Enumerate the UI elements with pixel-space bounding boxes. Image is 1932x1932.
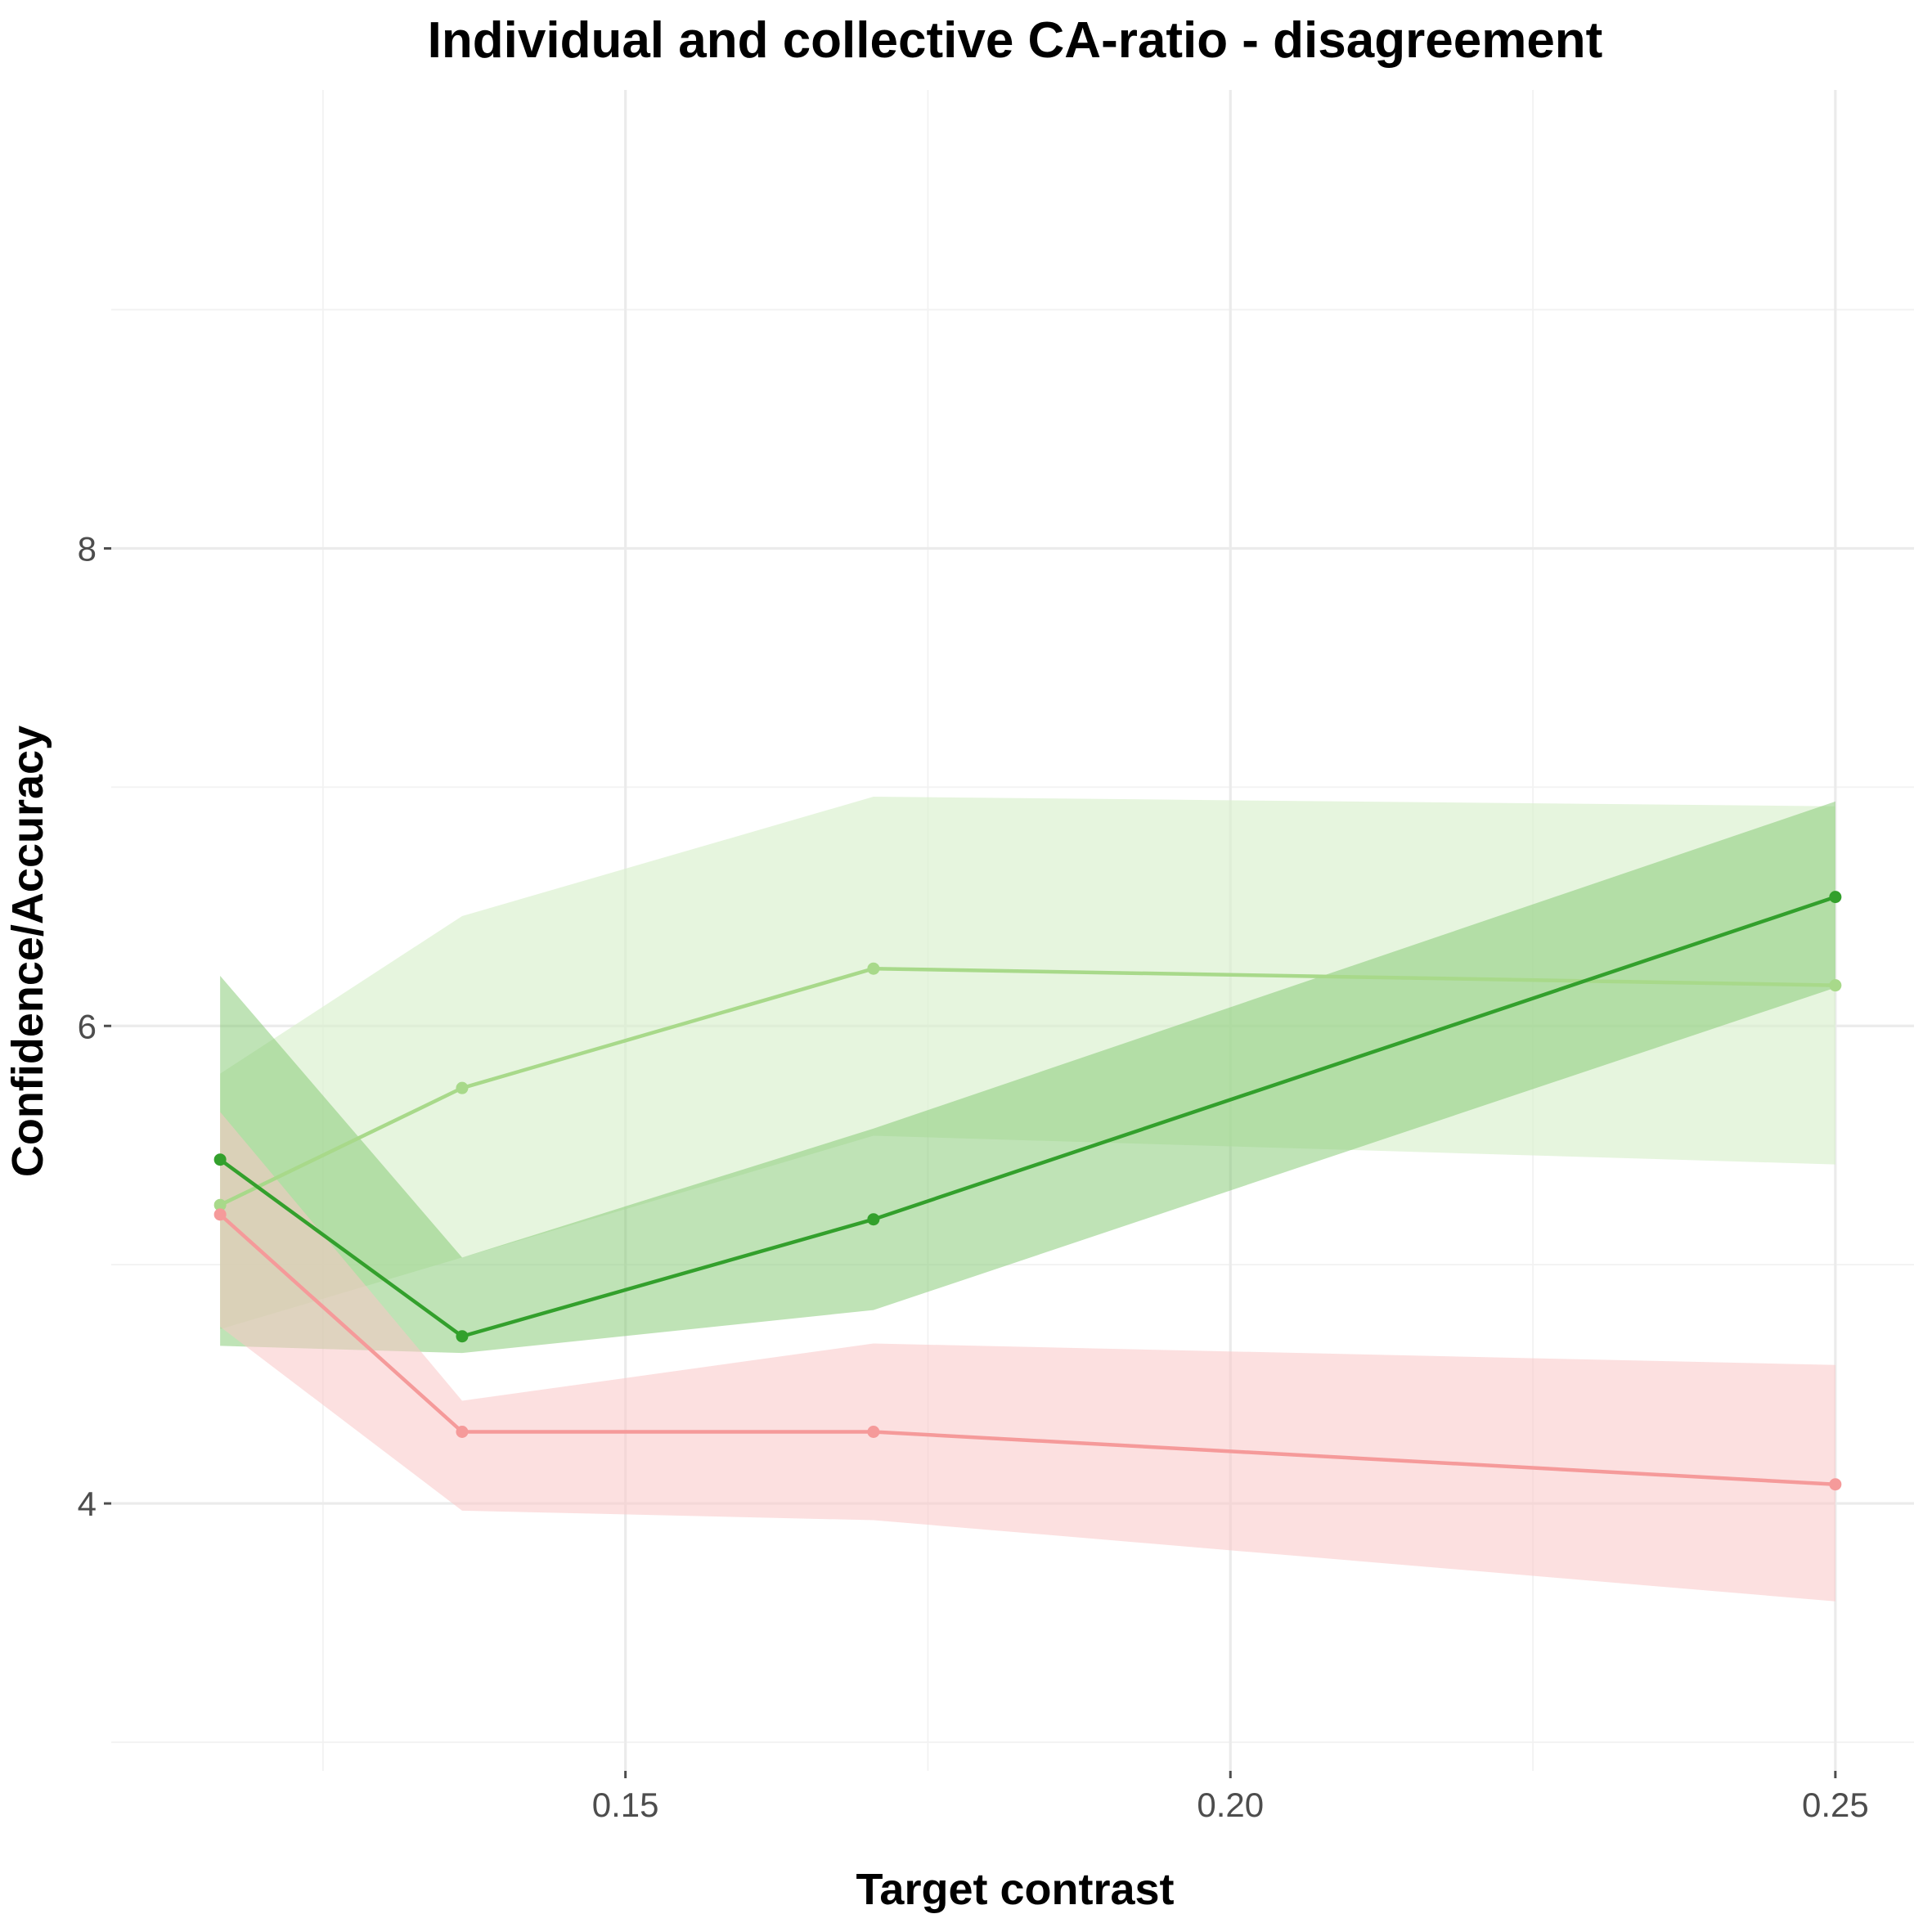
point-dark-green-0 xyxy=(213,1153,227,1166)
point-red-1 xyxy=(456,1425,469,1438)
ribbon-red xyxy=(220,1112,1835,1602)
line-layer xyxy=(218,895,1836,1486)
ribbon-layer xyxy=(220,797,1835,1602)
point-red-3 xyxy=(1829,1478,1842,1491)
x-tick-label-1: 0.20 xyxy=(1197,1786,1264,1824)
chart-title: Individual and collective CA-ratio - dis… xyxy=(428,12,1603,69)
point-dark-green-2 xyxy=(867,1213,880,1226)
line-red xyxy=(218,1213,1835,1486)
x-tick-label-0: 0.15 xyxy=(592,1786,659,1824)
ribbon-light-green xyxy=(220,797,1835,1329)
line-light-green xyxy=(219,966,1835,1207)
y-tick-label-0: 4 xyxy=(78,1485,97,1523)
point-red-2 xyxy=(867,1425,880,1438)
axis-layer: 0.15 0.20 0.25 4 6 8 xyxy=(78,529,1869,1824)
x-axis-label: Target contrast xyxy=(856,1865,1174,1914)
y-axis-label: Confidence/Accuracy xyxy=(3,726,52,1177)
point-light-green-1 xyxy=(456,1081,469,1094)
x-tick-label-2: 0.25 xyxy=(1802,1786,1869,1824)
point-layer xyxy=(213,891,1842,1491)
y-tick-label-2: 8 xyxy=(78,529,97,568)
point-light-green-2 xyxy=(867,962,880,975)
point-dark-green-1 xyxy=(456,1330,469,1343)
point-light-green-0 xyxy=(213,1198,227,1211)
y-tick-label-1: 6 xyxy=(78,1007,97,1045)
point-light-green-3 xyxy=(1829,979,1842,992)
ribbon-dark-green xyxy=(220,801,1835,1354)
point-red-0 xyxy=(213,1208,227,1221)
point-dark-green-3 xyxy=(1829,891,1842,904)
line-dark-green xyxy=(218,895,1836,1338)
